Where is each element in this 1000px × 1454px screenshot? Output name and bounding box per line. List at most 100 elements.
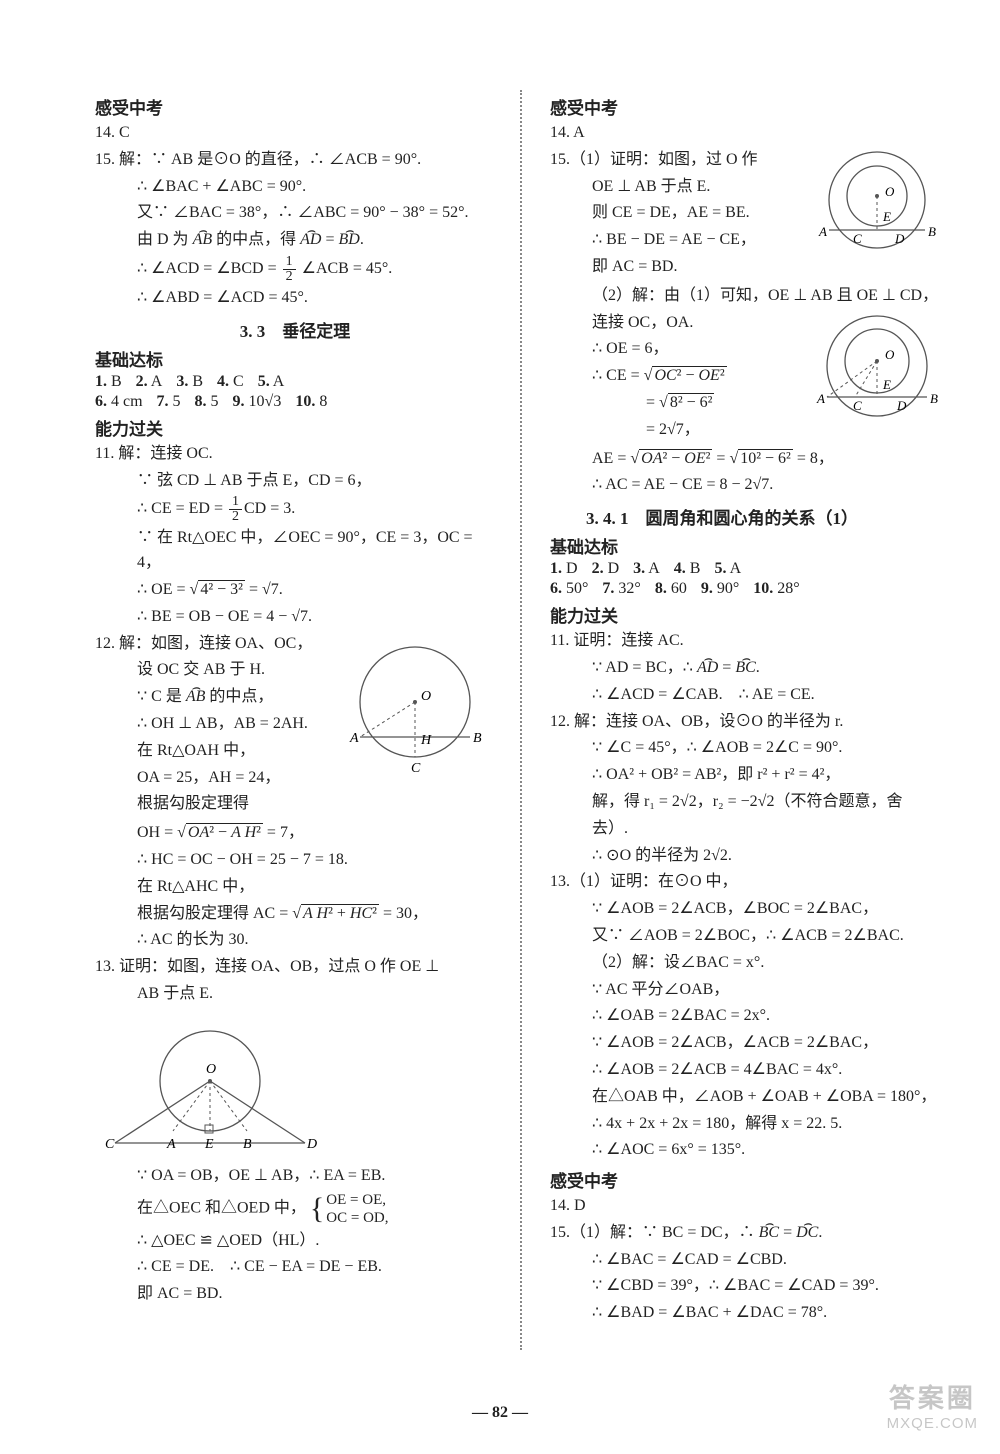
- section-header: 能力过关: [95, 415, 495, 440]
- solution-line: 11. 解：连接 OC.: [95, 442, 495, 467]
- solution-line: ∴ ∠AOB = 2∠ACB = 4∠BAC = 4x°.: [550, 1058, 950, 1083]
- solution-line: ∵ AC 平分∠OAB，: [550, 978, 950, 1003]
- answer-item: 6. 4 cm: [95, 393, 143, 411]
- solution-line: 去）.: [550, 817, 950, 842]
- solution-line: ∵ ∠C = 45°，∴ ∠AOB = 2∠C = 90°.: [550, 736, 950, 761]
- watermark: 答案圈 MXQE.COM: [887, 1378, 978, 1432]
- solution-line: OH = OA² − A H² = 7，: [95, 821, 495, 846]
- svg-text:C: C: [853, 231, 862, 246]
- answer-item: 10. 8: [295, 393, 327, 411]
- column-divider: [520, 90, 522, 1350]
- svg-text:B: B: [243, 1137, 252, 1152]
- answer-item: 10. 28°: [753, 580, 799, 598]
- svg-text:A: A: [349, 731, 359, 746]
- section-header: 感受中考: [95, 94, 495, 119]
- solution-line: 即 AC = BD.: [95, 1282, 495, 1307]
- solution-line: 在 Rt△AHC 中，: [95, 875, 495, 900]
- solution-line: 在△OEC 和△OED 中， {OE = OE,OC = OD,: [95, 1191, 495, 1227]
- svg-text:A: A: [166, 1137, 176, 1152]
- solution-line: ∵ ∠AOB = 2∠ACB，∠ACB = 2∠BAC，: [550, 1031, 950, 1056]
- section-title: 3. 3 垂径定理: [95, 317, 495, 342]
- answer-row: 6. 50°7. 32°8. 609. 90°10. 28°: [550, 580, 950, 598]
- figure-q15b: O E A B C D: [805, 311, 950, 431]
- solution-line: （2）解：设∠BAC = x°.: [550, 951, 950, 976]
- solution-line: ∴ ⊙O 的半径为 2√2.: [550, 844, 950, 869]
- solution-line: ∴ ∠OAB = 2∠BAC = 2x°.: [550, 1004, 950, 1029]
- solution-line: （2）解：由（1）可知，OE ⊥ AB 且 OE ⊥ CD，: [550, 284, 950, 309]
- solution-line: ∴ △OEC ≌ △OED（HL）.: [95, 1229, 495, 1254]
- solution-line: ∵ 弦 CD ⊥ AB 于点 E，CD = 6，: [95, 469, 495, 494]
- solution-line: 15. 解：∵ AB 是⊙O 的直径，∴ ∠ACB = 90°.: [95, 148, 495, 173]
- solution-line: 又∵ ∠BAC = 38°，∴ ∠ABC = 90° − 38° = 52°.: [95, 201, 495, 226]
- solution-line: ∴ OA² + OB² = AB²，即 r² + r² = 4²，: [550, 763, 950, 788]
- solution-line: ∴ CE = ED = 12CD = 3.: [95, 495, 495, 524]
- solution-line: AE = OA² − OE² = 10² − 6² = 8，: [550, 447, 950, 472]
- answer-row: 6. 4 cm7. 58. 59. 10√310. 8: [95, 393, 495, 411]
- figure-q15a: O E A B C D: [805, 148, 950, 263]
- solution-line: ∴ 4x + 2x + 2x = 180，解得 x = 22. 5.: [550, 1112, 950, 1137]
- answer-item: 8. 60: [655, 580, 687, 598]
- solution-line: ∴ HC = OC − OH = 25 − 7 = 18.: [95, 848, 495, 873]
- svg-text:D: D: [306, 1137, 317, 1152]
- answer-item: 7. 32°: [602, 580, 640, 598]
- svg-text:E: E: [204, 1137, 214, 1152]
- svg-text:O: O: [206, 1062, 216, 1077]
- solution-line: ∵ ∠AOB = 2∠ACB，∠BOC = 2∠BAC，: [550, 897, 950, 922]
- svg-text:E: E: [882, 377, 891, 392]
- solution-line: ∴ ∠BAC = ∠CAD = ∠CBD.: [550, 1248, 950, 1273]
- answer-item: 4. B: [674, 560, 701, 578]
- section-header: 基础达标: [550, 533, 950, 558]
- svg-text:O: O: [885, 184, 895, 199]
- answer-item: 2. D: [592, 560, 620, 578]
- svg-text:O: O: [421, 689, 431, 704]
- solution-line: ∵ ∠CBD = 39°，∴ ∠BAC = ∠CAD = 39°.: [550, 1274, 950, 1299]
- svg-text:A: A: [816, 391, 825, 406]
- answer-item: 3. B: [176, 373, 203, 391]
- solution-line: ∴ ∠ACD = ∠CAB. ∴ AE = CE.: [550, 683, 950, 708]
- figure-q13: O C A E B D: [95, 1013, 495, 1158]
- solution-line: 12. 解：连接 OA、OB，设⊙O 的半径为 r.: [550, 710, 950, 735]
- answer-item: 9. 90°: [701, 580, 739, 598]
- answer-item: 9. 10√3: [233, 393, 282, 411]
- solution-line: 在△OAB 中，∠AOB + ∠OAB + ∠OBA = 180°，: [550, 1085, 950, 1110]
- solution-line: ∴ ∠ACD = ∠BCD = 12 ∠ACB = 45°.: [95, 255, 495, 284]
- svg-text:A: A: [818, 224, 827, 239]
- solution-line: ∵ 在 Rt△OEC 中，∠OEC = 90°，CE = 3，OC = 4，: [95, 526, 495, 576]
- svg-text:C: C: [411, 761, 421, 776]
- left-column: 感受中考 14. C 15. 解：∵ AB 是⊙O 的直径，∴ ∠ACB = 9…: [95, 90, 510, 1350]
- answer-item: 1. B: [95, 373, 122, 391]
- solution-line: 根据勾股定理得: [95, 792, 495, 817]
- answer-item: 4. C: [217, 373, 244, 391]
- section-header: 感受中考: [550, 1167, 950, 1192]
- svg-text:O: O: [885, 347, 895, 362]
- solution-line: ∴ AC 的长为 30.: [95, 928, 495, 953]
- svg-text:C: C: [105, 1137, 115, 1152]
- svg-text:B: B: [473, 731, 482, 746]
- answer-line: 14. D: [550, 1194, 950, 1219]
- solution-line: ∴ CE = DE. ∴ CE − EA = DE − EB.: [95, 1255, 495, 1280]
- answer-item: 1. D: [550, 560, 578, 578]
- svg-text:D: D: [894, 231, 905, 246]
- svg-text:C: C: [853, 398, 862, 413]
- solution-line: 又∵ ∠AOB = 2∠BOC，∴ ∠ACB = 2∠BAC.: [550, 924, 950, 949]
- svg-text:B: B: [930, 391, 938, 406]
- section-header: 能力过关: [550, 602, 950, 627]
- answer-row: 1. B2. A3. B4. C5. A: [95, 373, 495, 391]
- solution-line: ∴ ∠BAD = ∠BAC + ∠DAC = 78°.: [550, 1301, 950, 1326]
- answer-item: 7. 5: [157, 393, 181, 411]
- section-header: 基础达标: [95, 346, 495, 371]
- answer-item: 5. A: [714, 560, 741, 578]
- answer-line: 14. A: [550, 121, 950, 146]
- svg-text:D: D: [896, 398, 907, 413]
- right-column: 感受中考 14. A O E A B C D 15.（1）证明：如图，过 O 作…: [532, 90, 950, 1350]
- solution-line: 13.（1）证明：在⊙O 中，: [550, 870, 950, 895]
- page-number: — 82 —: [0, 1404, 1000, 1422]
- solution-line: 由 D 为 AB 的中点，得 AD = BD.: [95, 228, 495, 253]
- solution-line: AB 于点 E.: [95, 982, 495, 1007]
- answer-line: 14. C: [95, 121, 495, 146]
- solution-line: ∴ ∠ABD = ∠ACD = 45°.: [95, 286, 495, 311]
- answer-item: 5. A: [258, 373, 285, 391]
- solution-line: 15.（1）解：∵ BC = DC，∴ BC = DC.: [550, 1221, 950, 1246]
- svg-text:E: E: [882, 209, 891, 224]
- section-title: 3. 4. 1 圆周角和圆心角的关系（1）: [550, 504, 950, 529]
